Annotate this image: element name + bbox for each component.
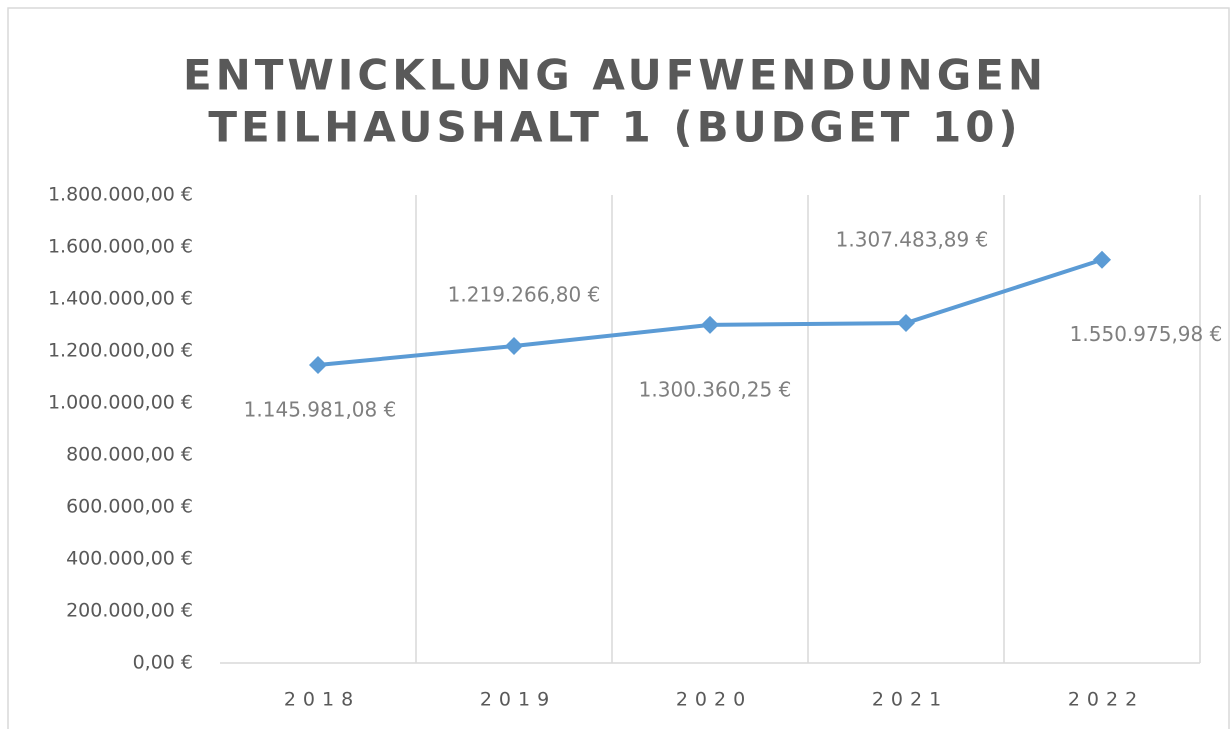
x-tick-label: 2019 (480, 689, 556, 711)
chart-title: ENTWICKLUNG AUFWENDUNGEN (183, 51, 1047, 100)
y-tick-label: 200.000,00 € (66, 600, 193, 622)
y-tick-label: 1.400.000,00 € (48, 288, 193, 310)
y-tick-label: 1.200.000,00 € (48, 340, 193, 362)
chart-border (7, 7, 1230, 729)
marker (1093, 250, 1111, 269)
data-label: 1.219.266,80 € (448, 282, 601, 306)
chart-title: TEILHAUSHALT 1 (BUDGET 10) (208, 103, 1021, 152)
y-tick-label: 1.800.000,00 € (48, 184, 193, 206)
marker (897, 314, 915, 333)
marker (701, 315, 719, 334)
marker (505, 336, 523, 355)
data-label: 1.307.483,89 € (836, 228, 989, 252)
y-tick-label: 600.000,00 € (66, 496, 193, 518)
y-tick-label: 1.600.000,00 € (48, 236, 193, 258)
y-tick-label: 1.000.000,00 € (48, 392, 193, 414)
x-tick-label: 2022 (1068, 689, 1144, 711)
data-label: 1.300.360,25 € (639, 377, 792, 401)
data-label: 1.145.981,08 € (244, 398, 397, 422)
marker (309, 356, 327, 375)
x-tick-label: 2020 (676, 689, 752, 711)
x-tick-label: 2021 (872, 689, 948, 711)
y-tick-label: 0,00 € (133, 652, 193, 674)
y-tick-label: 400.000,00 € (66, 548, 193, 570)
y-tick-label: 800.000,00 € (66, 444, 193, 466)
x-tick-label: 2018 (284, 689, 360, 711)
data-label: 1.550.975,98 € (1070, 322, 1223, 346)
